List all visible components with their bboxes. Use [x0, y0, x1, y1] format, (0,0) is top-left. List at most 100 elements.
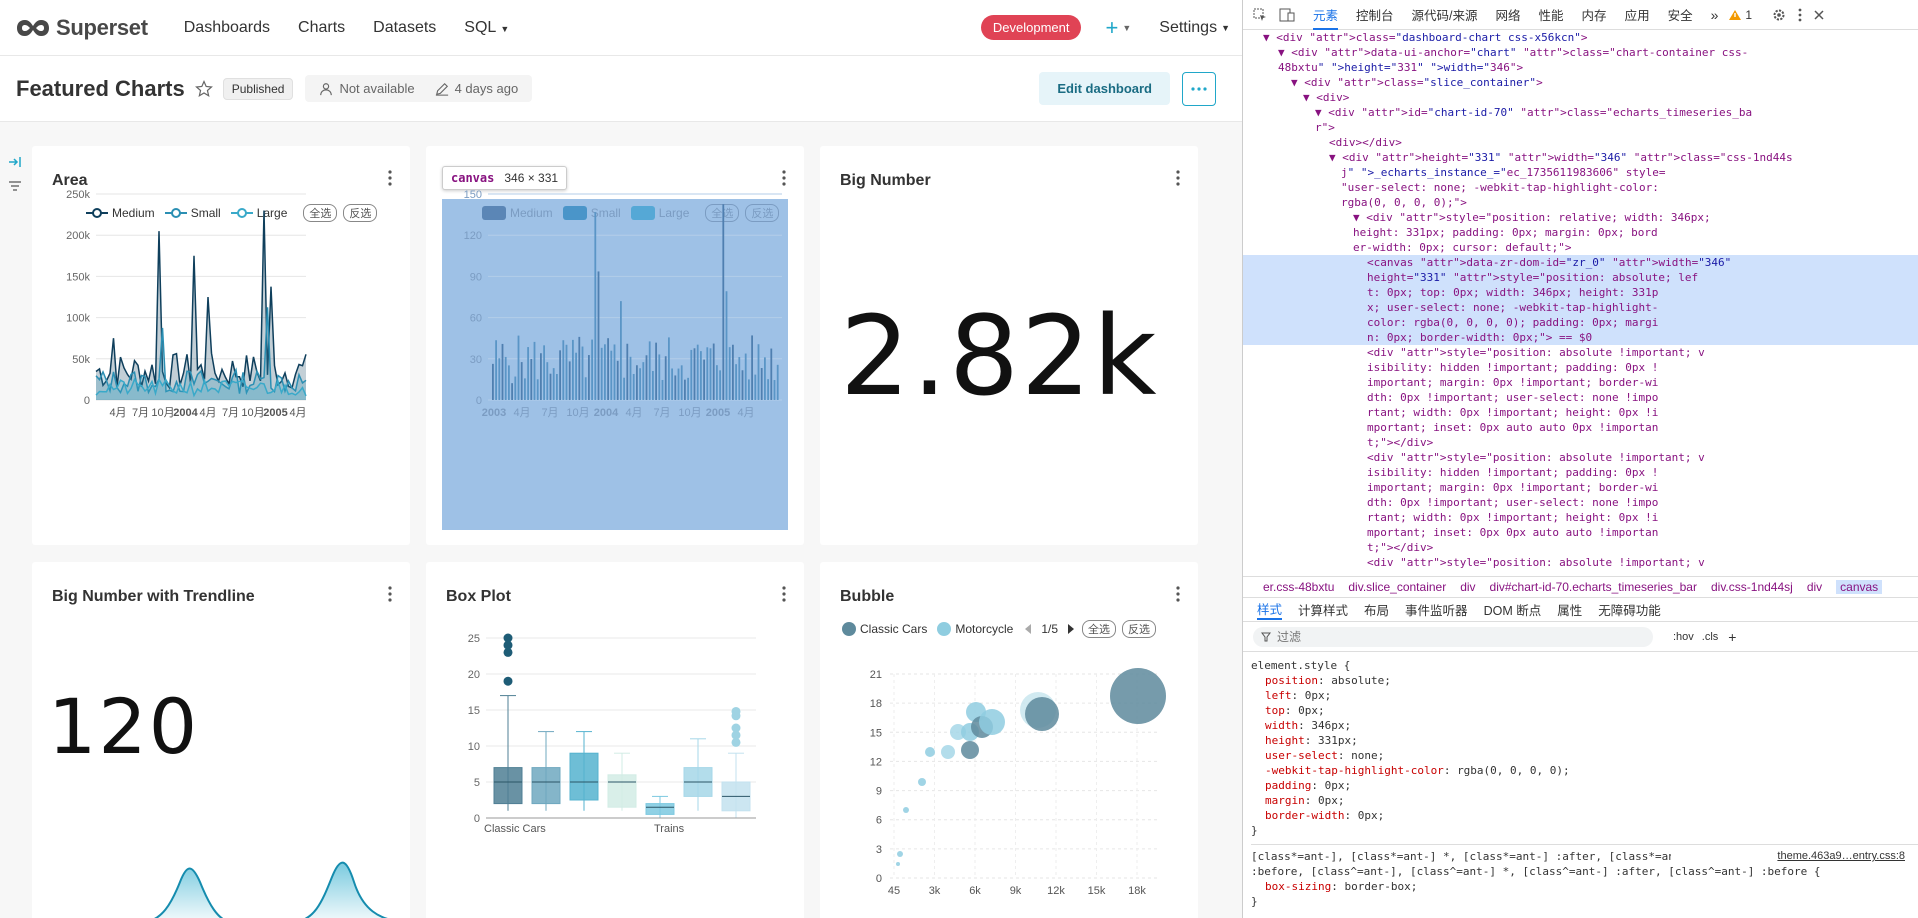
ant-rule-source-link[interactable]: theme.463a9…entry.css:8 — [1777, 850, 1905, 862]
devtools-tab-memory[interactable]: 内存 — [1581, 9, 1607, 23]
dom-line[interactable]: ▼ <div "attr">data-ui-anchor="chart" "at… — [1278, 46, 1749, 59]
legend-item[interactable]: Motorcycle — [937, 622, 1013, 636]
box-plot-chart[interactable]: 25 20 15 10 5 0 Classic Cars Trains — [426, 562, 804, 918]
dom-line[interactable]: <canvas "attr">data-zr-dom-id="zr_0" "at… — [1243, 255, 1918, 270]
breadcrumb-item[interactable]: div — [1460, 580, 1476, 594]
style-property[interactable]: user-select: none; — [1265, 749, 1385, 762]
subtab-event-listeners[interactable]: 事件监听器 — [1405, 604, 1468, 618]
warning-icon[interactable] — [1728, 9, 1742, 21]
style-property[interactable]: border-width: 0px; — [1265, 809, 1385, 822]
legend-item[interactable]: Medium — [482, 206, 553, 220]
dom-line[interactable]: r"> — [1315, 121, 1335, 134]
legend-item[interactable]: Small — [164, 206, 221, 220]
hover-state-toggle[interactable]: :hov — [1673, 630, 1694, 643]
chart-menu-icon[interactable] — [388, 170, 392, 186]
styles-pane[interactable]: element.style { position: absolute; left:… — [1243, 652, 1918, 918]
dom-line[interactable]: isibility: hidden !important; padding: 0… — [1367, 466, 1659, 479]
devtools-tab-console[interactable]: 控制台 — [1356, 9, 1394, 23]
breadcrumb-item[interactable]: div#chart-id-70.echarts_timeseries_bar — [1489, 580, 1697, 594]
style-property[interactable]: top: 0px; — [1265, 704, 1325, 717]
subtab-styles[interactable]: 样式 — [1257, 599, 1283, 620]
new-item-button[interactable]: + ▼ — [1105, 15, 1131, 41]
style-property[interactable]: padding: 0px; — [1265, 779, 1352, 792]
dashboard-title[interactable]: Featured Charts — [16, 75, 185, 101]
style-property[interactable]: left: 0px; — [1265, 689, 1332, 702]
class-toggle[interactable]: .cls — [1701, 630, 1719, 643]
more-tabs-icon[interactable]: » — [1710, 6, 1719, 23]
dom-line[interactable]: x; user-select: none; -webkit-tap-highli… — [1243, 300, 1918, 315]
dom-line[interactable]: rgba(0, 0, 0, 0);"> — [1341, 196, 1467, 209]
dom-line[interactable]: rtant; width: 0px !important; height: 0p… — [1367, 511, 1659, 524]
dom-line[interactable]: <div "attr">style="position: absolute !i… — [1367, 346, 1705, 359]
dom-line[interactable]: isibility: hidden !important; padding: 0… — [1367, 361, 1659, 374]
more-options-button[interactable] — [1182, 71, 1216, 106]
invert-selection-button[interactable]: 反选 — [1122, 620, 1157, 638]
new-style-rule-icon[interactable]: + — [1728, 628, 1737, 645]
devtools-tab-performance[interactable]: 性能 — [1538, 9, 1564, 23]
dom-line[interactable]: mportant; inset: 0px 0px auto auto !impo… — [1367, 526, 1659, 539]
legend-item[interactable]: Medium — [86, 206, 155, 220]
dom-line[interactable]: er-width: 0px; cursor: default;"> — [1353, 241, 1572, 254]
legend-item[interactable]: Small — [562, 206, 621, 220]
edit-dashboard-button[interactable]: Edit dashboard — [1039, 72, 1170, 105]
dom-line[interactable]: ▼ <div "attr">height="331" "attr">width=… — [1329, 151, 1793, 164]
dom-line[interactable]: rtant; width: 0px !important; height: 0p… — [1367, 406, 1659, 419]
dom-line[interactable]: t;"></div> — [1367, 436, 1434, 449]
superset-logo[interactable]: Superset — [16, 15, 148, 41]
dom-line[interactable]: ▼ <div "attr">style="position: relative;… — [1353, 211, 1711, 224]
breadcrumb-item[interactable]: canvas — [1836, 580, 1883, 594]
style-property[interactable]: width: 346px; — [1265, 719, 1352, 732]
style-property[interactable]: margin: 0px; — [1265, 794, 1345, 807]
dom-line[interactable]: j" ">_echarts_instance_="ec_173561198360… — [1341, 166, 1666, 179]
style-property[interactable]: -webkit-tap-highlight-color: rgba(0, 0, … — [1265, 764, 1570, 777]
dom-line[interactable]: <div></div> — [1329, 136, 1402, 149]
breadcrumb-item[interactable]: div.css-1nd44sj — [1710, 580, 1793, 594]
style-property[interactable]: position: absolute; — [1265, 674, 1391, 687]
legend-item[interactable]: Large — [630, 206, 689, 220]
previous-page-icon[interactable] — [1023, 623, 1033, 635]
close-devtools-icon[interactable] — [1814, 9, 1824, 20]
filter-icon[interactable] — [8, 180, 22, 192]
dom-line[interactable]: mportant; inset: 0px auto auto 0px !impo… — [1367, 421, 1659, 434]
dom-line[interactable]: color: rgba(0, 0, 0, 0); padding: 0px; m… — [1243, 315, 1918, 330]
dom-tree[interactable]: ▼ <div "attr">class="dashboard-chart css… — [1243, 30, 1918, 576]
style-property[interactable]: height: 331px; — [1265, 734, 1358, 747]
devtools-tab-application[interactable]: 应用 — [1624, 9, 1650, 23]
dom-line[interactable]: ▼ <div> — [1303, 91, 1350, 104]
dom-line[interactable]: ▼ <div "attr">class="dashboard-chart css… — [1263, 31, 1588, 44]
select-all-button[interactable]: 全选 — [1082, 620, 1117, 638]
settings-menu[interactable]: Settings ▼ — [1159, 19, 1230, 37]
device-toolbar-icon[interactable] — [1279, 8, 1295, 22]
dom-line[interactable]: <div "attr">style="position: absolute !i… — [1367, 451, 1705, 464]
nav-datasets[interactable]: Datasets — [373, 18, 437, 36]
dom-line[interactable]: height: 331px; padding: 0px; margin: 0px… — [1353, 226, 1658, 239]
dom-line[interactable]: important; margin: 0px !important; borde… — [1367, 376, 1659, 389]
breadcrumb-item[interactable]: div.slice_container — [1348, 580, 1447, 594]
published-badge[interactable]: Published — [222, 77, 294, 100]
devtools-tab-network[interactable]: 网络 — [1495, 9, 1521, 23]
dom-line[interactable]: dth: 0px !important; user-select: none !… — [1367, 391, 1659, 404]
favorite-star-icon[interactable] — [194, 79, 213, 98]
dom-line[interactable]: important; margin: 0px !important; borde… — [1367, 481, 1659, 494]
chart-menu-icon[interactable] — [782, 586, 786, 602]
devtools-settings-icon[interactable] — [1772, 8, 1786, 22]
nav-dashboards[interactable]: Dashboards — [183, 18, 271, 36]
dom-line[interactable]: t: 0px; top: 0px; width: 346px; height: … — [1243, 285, 1918, 300]
chart-menu-icon[interactable] — [1176, 170, 1180, 186]
styles-filter-input[interactable] — [1277, 629, 1637, 644]
expand-filters-icon[interactable] — [8, 156, 22, 168]
next-page-icon[interactable] — [1066, 623, 1076, 635]
dom-line[interactable]: t;"></div> — [1367, 541, 1434, 554]
dom-line[interactable]: ▼ <div "attr">id="chart-id-70" "attr">cl… — [1315, 106, 1753, 119]
subtab-properties[interactable]: 属性 — [1557, 604, 1583, 618]
invert-selection-button[interactable]: 反选 — [745, 204, 780, 222]
dom-line[interactable]: <div "attr">style="position: absolute !i… — [1367, 556, 1705, 569]
chart-menu-icon[interactable] — [1176, 586, 1180, 602]
devtools-tab-elements[interactable]: 元素 — [1313, 5, 1339, 30]
dom-line[interactable]: n: 0px; border-width: 0px;"> == $0 — [1243, 330, 1918, 345]
bubble-chart[interactable]: 21 18 15 12 9 6 3 0 45 3k 6k 9k 12k 15k 18k — [820, 562, 1198, 918]
nav-charts[interactable]: Charts — [298, 18, 346, 36]
dom-line[interactable]: height="331" "attr">style="position: abs… — [1243, 270, 1918, 285]
dom-line[interactable]: ▼ <div "attr">class="slice_container"> — [1291, 76, 1543, 89]
